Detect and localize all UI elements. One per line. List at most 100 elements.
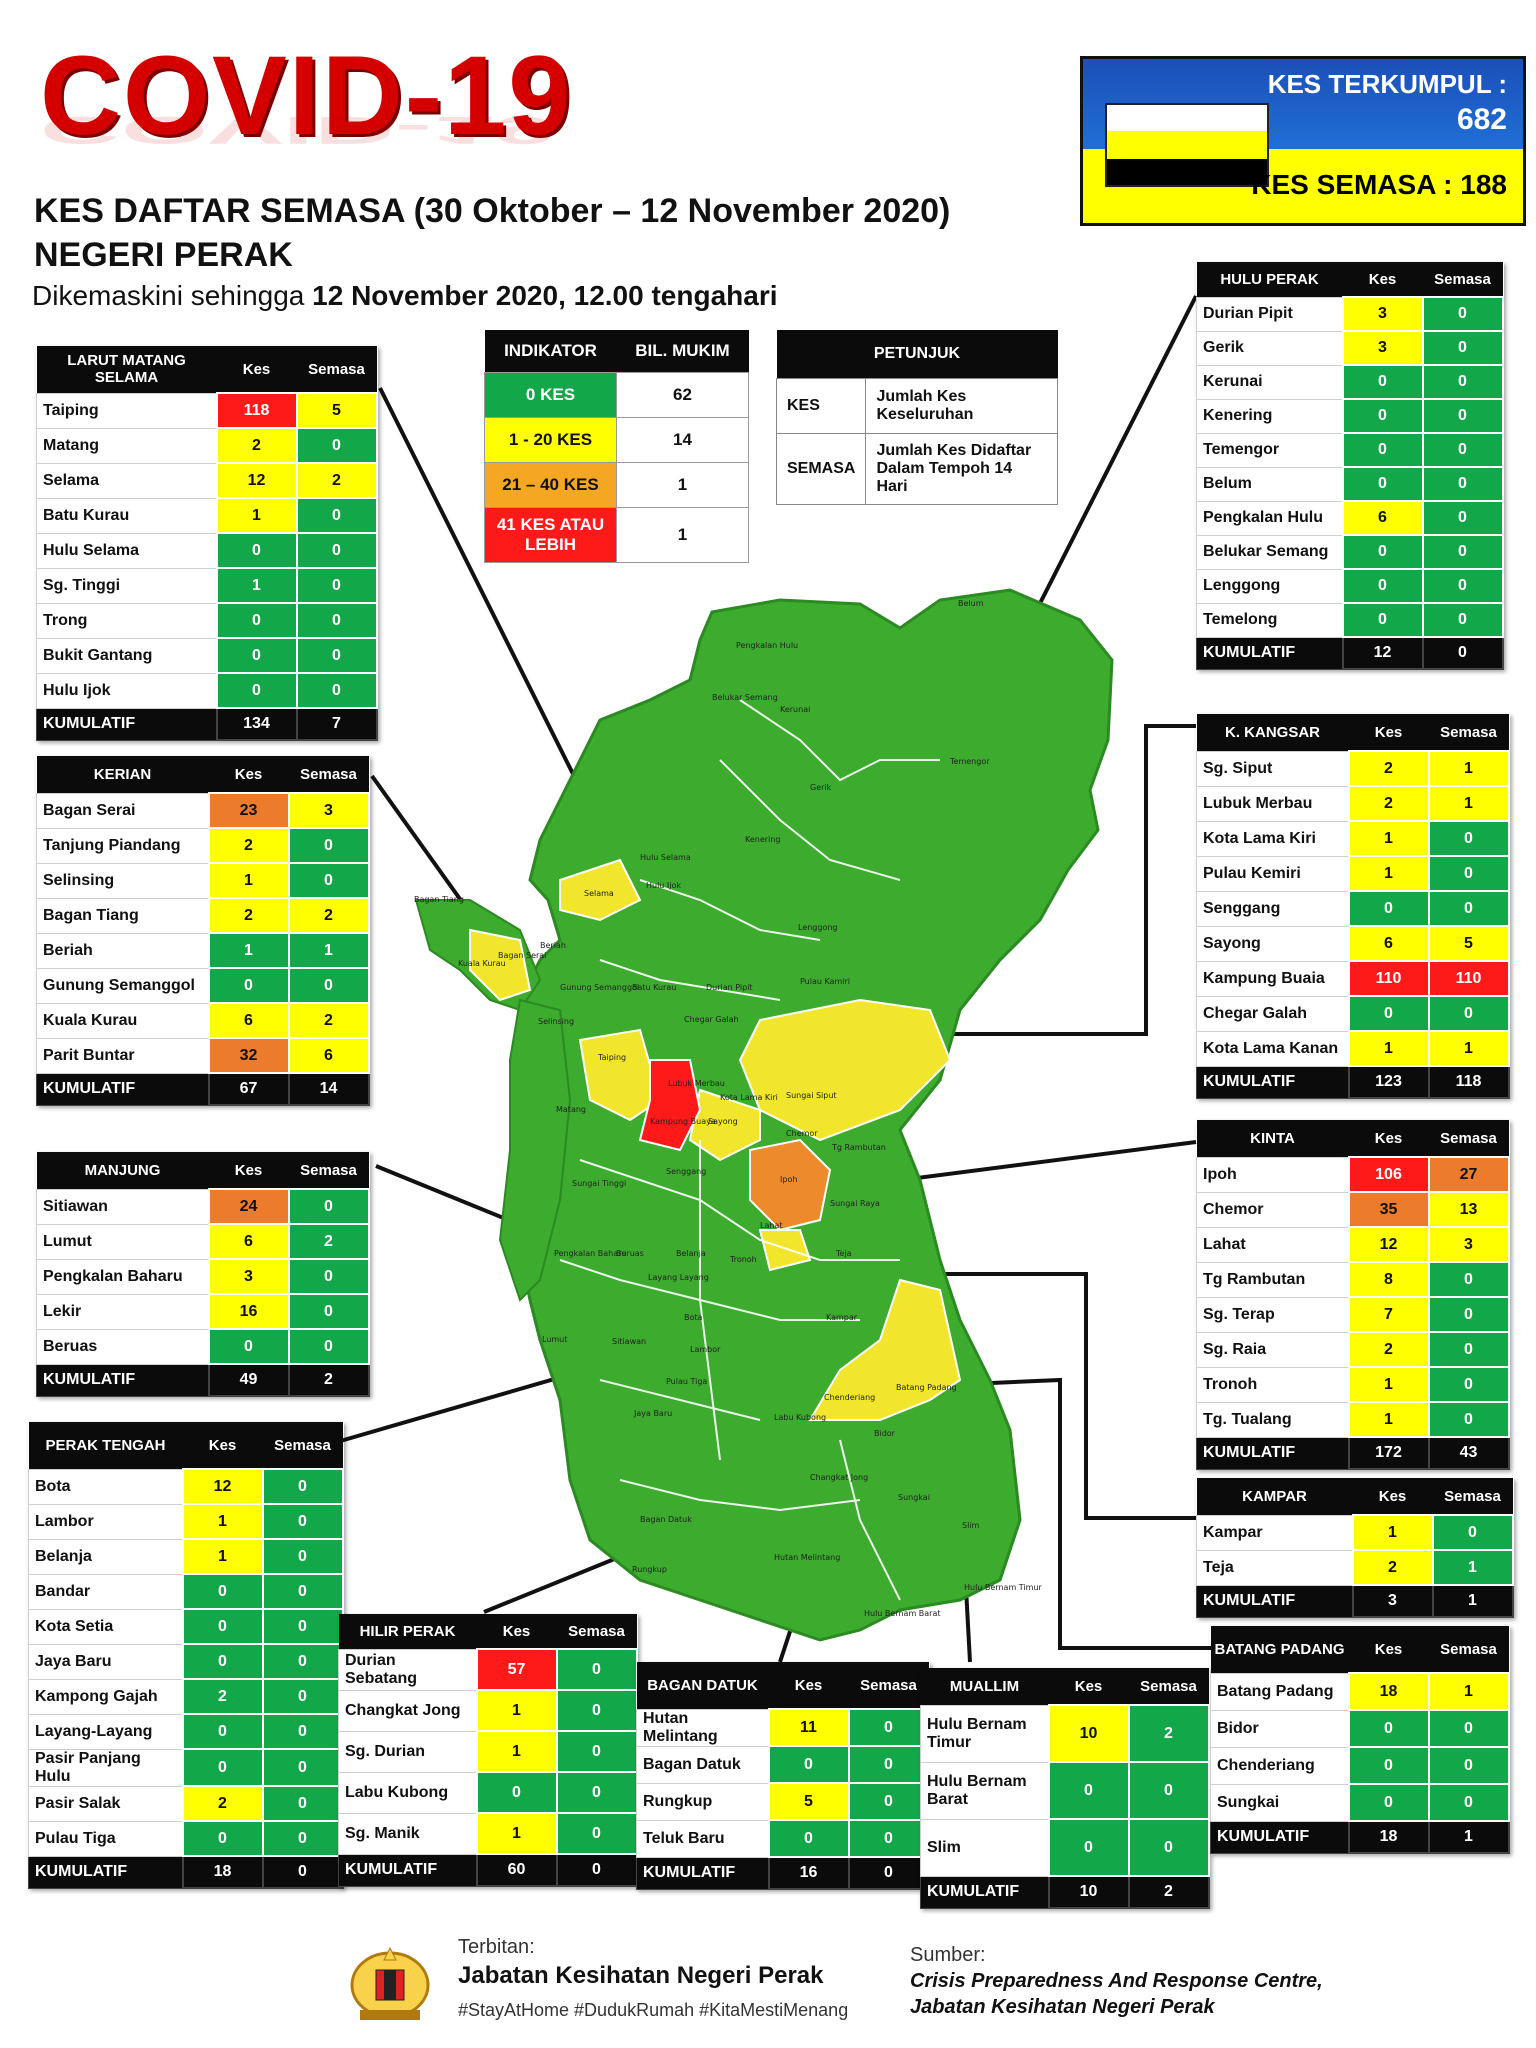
kes-value: 16 [207,1293,290,1330]
col-semasa-header: Semasa [262,1422,343,1469]
table-row: Senggang 0 0 [1196,890,1510,927]
map-label: Lubuk Merbau [668,1079,725,1088]
kumulatif-kes: 12 [1341,636,1424,670]
petunjuk-legend: PETUNJUK KES Jumlah Kes Keseluruhan SEMAS… [775,330,1058,505]
mukim-name: Tg. Tualang [1196,1401,1349,1438]
semasa-value: 0 [261,1678,344,1715]
kes-value: 0 [207,967,290,1004]
col-semasa-header: Semasa [288,756,369,793]
semasa-value: 0 [295,532,378,569]
kumulatif-row: KUMULATIF 67 14 [36,1072,370,1106]
map-label: Hulu Bernam Timur [964,1583,1043,1592]
map-label: Bagan Serai [498,951,546,960]
mukim-name: Chemor [1196,1191,1349,1228]
mukim-name: Teja [1196,1549,1353,1586]
table-row: Sungkai 0 0 [1210,1783,1510,1822]
kes-value: 1 [1347,855,1430,892]
map-label: Selinsing [538,1017,574,1026]
mukim-name: Labu Kubong [338,1771,477,1814]
semasa-value: 0 [1421,602,1504,638]
mukim-name: Pasir Panjang Hulu [28,1748,183,1787]
district-title: KERIAN [36,756,209,793]
kes-value: 24 [207,1188,290,1225]
semasa-value: 0 [1427,820,1510,857]
table-row: Hulu Bernam Barat 0 0 [920,1761,1210,1820]
table-row: Kerunai 0 0 [1196,364,1504,400]
mukim-name: Teluk Baru [636,1819,769,1858]
semasa-value: 0 [261,1503,344,1540]
map-label: Bota [684,1313,703,1322]
semasa-value: 0 [847,1819,930,1858]
semasa-value: 0 [295,427,378,464]
mukim-name: Bagan Datuk [636,1745,769,1784]
map-label: Belum [958,599,984,608]
kes-value: 1 [475,1812,558,1855]
table-row: Chenderiang 0 0 [1210,1746,1510,1785]
table-kerian: KERIAN Kes Semasa Bagan Serai 23 3 Tanjung Pia… [36,756,370,1106]
mukim-name: Sg. Manik [338,1812,477,1855]
kes-value: 1 [207,862,290,899]
mukim-name: Chenderiang [1210,1746,1349,1785]
semasa-value: 0 [1421,500,1504,536]
table-row: Sg. Raia 2 0 [1196,1331,1510,1368]
table-hilir-perak: HILIR PERAK Kes Semasa Durian Sebatang 57 0 Ch… [338,1614,638,1887]
sumber-line-2: Jabatan Kesihatan Negeri Perak [910,1996,1215,2018]
semasa-value: 0 [1427,1261,1510,1298]
map-label: Senggang [666,1167,706,1176]
kes-value: 2 [215,427,298,464]
semasa-value: 1 [1427,1672,1510,1711]
kes-value: 1 [475,1689,558,1732]
semasa-value: 0 [1421,568,1504,604]
semasa-value: 0 [287,862,370,899]
col-kes-header: Kes [208,756,289,793]
table-row: Changkat Jong 1 0 [338,1689,638,1732]
mukim-name: Pengkalan Hulu [1196,500,1343,536]
kumulatif-semasa: 0 [261,1855,344,1889]
perak-flag-icon [1105,103,1269,187]
kumulatif-row: KUMULATIF 60 0 [338,1853,638,1887]
semasa-value: 0 [1127,1818,1210,1877]
mukim-name: Kampar [1196,1514,1353,1551]
map-label: Taiping [597,1053,626,1062]
kes-value: 6 [1341,500,1424,536]
semasa-value: 0 [1127,1761,1210,1820]
semasa-value: 2 [295,462,378,499]
kes-terkumpul-value: 682 [1456,103,1507,136]
col-kes-header: Kes [1348,1626,1429,1673]
mukim-name: Sungkai [1210,1783,1349,1822]
table-row: Durian Sebatang 57 0 [338,1648,638,1691]
kes-value: 1 [1351,1514,1434,1551]
mukim-name: Bagan Serai [36,792,209,829]
kumulatif-row: KUMULATIF 123 118 [1196,1065,1510,1099]
table-row: Lenggong 0 0 [1196,568,1504,604]
kumulatif-kes: 3 [1351,1584,1434,1618]
semasa-value: 0 [1421,398,1504,434]
kumulatif-semasa: 1 [1427,1820,1510,1854]
mukim-name: Sg. Terap [1196,1296,1349,1333]
col-kes-header: Kes [1352,1478,1433,1515]
table-row: Teja 2 1 [1196,1549,1514,1586]
updated-line: Dikemaskini sehingga 12 November 2020, 1… [32,280,778,312]
table-row: Lubuk Merbau 2 1 [1196,785,1510,822]
district-title: PERAK TENGAH [28,1422,183,1469]
kes-value: 12 [181,1468,264,1505]
district-title: LARUT MATANG SELAMA [36,346,217,393]
kes-value: 1 [215,497,298,534]
semasa-value: 1 [287,932,370,969]
col-semasa-header: Semasa [1422,262,1503,297]
semasa-value: 27 [1427,1156,1510,1193]
kumulatif-label: KUMULATIF [36,707,217,741]
kes-value: 12 [215,462,298,499]
indicator-3-value: 1 [616,507,749,563]
indicator-2-value: 1 [616,462,749,508]
semasa-value: 0 [261,1820,344,1857]
table-row: Belanja 1 0 [28,1538,344,1575]
indicator-legend: INDIKATOR BIL. MUKIM 0 KES 62 1 - 20 KES 1… [484,330,749,563]
kes-value: 0 [215,532,298,569]
mukim-name: Hulu Selama [36,532,217,569]
table-row: Batu Kurau 1 0 [36,497,378,534]
table-row: Tanjung Piandang 2 0 [36,827,370,864]
kumulatif-label: KUMULATIF [920,1875,1049,1909]
map-label: Batang Padang [896,1383,957,1392]
map-label: Batu Kurau [632,983,676,992]
